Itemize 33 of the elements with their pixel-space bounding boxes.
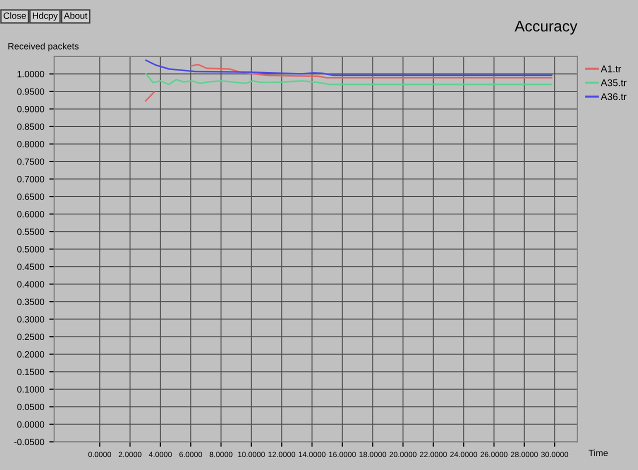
y-tick-label: 0.6500 <box>17 194 44 200</box>
y-tick-label: 0.0000 <box>17 421 44 428</box>
y-tick-label: 0.0500 <box>17 404 44 410</box>
y-tick-label: 0.1000 <box>17 386 44 393</box>
y-tick-label: 0.2000 <box>17 351 44 358</box>
y-tick-label: 0.6000 <box>17 211 44 218</box>
y-tick-label: 0.4000 <box>17 281 44 288</box>
y-tick-label: 0.9000 <box>17 106 44 112</box>
legend-label: A35.tr <box>600 79 626 86</box>
y-tick-label: 0.9500 <box>17 88 44 95</box>
legend-label: A1.tr <box>600 66 622 72</box>
y-tick-label: 0.2500 <box>17 334 44 340</box>
y-tick-label: 0.8000 <box>17 140 44 148</box>
x-axis-title: Time <box>588 450 608 456</box>
y-tick-label: 0.7500 <box>17 158 44 165</box>
line-series <box>145 73 552 86</box>
text: About <box>64 12 88 19</box>
y-axis-title: Received packets <box>8 42 79 52</box>
y-tick-label: 0.8500 <box>17 123 44 130</box>
y-tick-label: 0.5500 <box>17 228 44 235</box>
y-tick-label: 0.1500 <box>17 368 44 376</box>
y-tick-label: 0.3000 <box>17 316 44 323</box>
line-series <box>145 59 552 76</box>
text: Hdcpy <box>32 12 58 21</box>
text: Close <box>4 12 26 19</box>
y-tick-label: 0.3500 <box>17 298 44 306</box>
legend-label: A36.tr <box>600 93 626 100</box>
y-tick-label: -0.0500 <box>14 438 44 446</box>
y-tick-label: 0.7000 <box>17 176 44 182</box>
y-tick-label: 0.5000 <box>17 246 44 252</box>
y-tick-label: 1.0000 <box>18 70 44 78</box>
y-tick-label: 0.4500 <box>17 264 44 270</box>
chart-title: Accuracy <box>514 20 578 35</box>
